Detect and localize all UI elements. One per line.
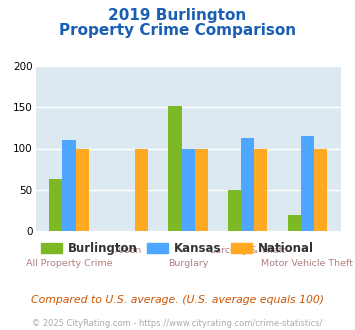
Bar — [169, 106, 182, 231]
Text: © 2025 CityRating.com - https://www.cityrating.com/crime-statistics/: © 2025 CityRating.com - https://www.city… — [32, 319, 323, 328]
Bar — [241, 138, 254, 231]
Text: Motor Vehicle Theft: Motor Vehicle Theft — [261, 259, 353, 268]
Bar — [228, 190, 241, 231]
Bar — [254, 148, 267, 231]
Bar — [49, 179, 62, 231]
Bar — [76, 148, 89, 231]
Text: Property Crime Comparison: Property Crime Comparison — [59, 23, 296, 38]
Bar — [195, 148, 208, 231]
Text: Larceny & Theft: Larceny & Theft — [210, 246, 285, 255]
Bar — [62, 140, 76, 231]
Text: Burglary: Burglary — [168, 259, 208, 268]
Text: Arson: Arson — [115, 246, 142, 255]
Bar — [314, 148, 327, 231]
Text: All Property Crime: All Property Crime — [26, 259, 112, 268]
Text: 2019 Burlington: 2019 Burlington — [108, 8, 247, 23]
Bar — [182, 148, 195, 231]
Bar — [135, 148, 148, 231]
Legend: Burlington, Kansas, National: Burlington, Kansas, National — [36, 237, 319, 260]
Bar — [288, 214, 301, 231]
Text: Compared to U.S. average. (U.S. average equals 100): Compared to U.S. average. (U.S. average … — [31, 295, 324, 305]
Bar — [301, 136, 314, 231]
